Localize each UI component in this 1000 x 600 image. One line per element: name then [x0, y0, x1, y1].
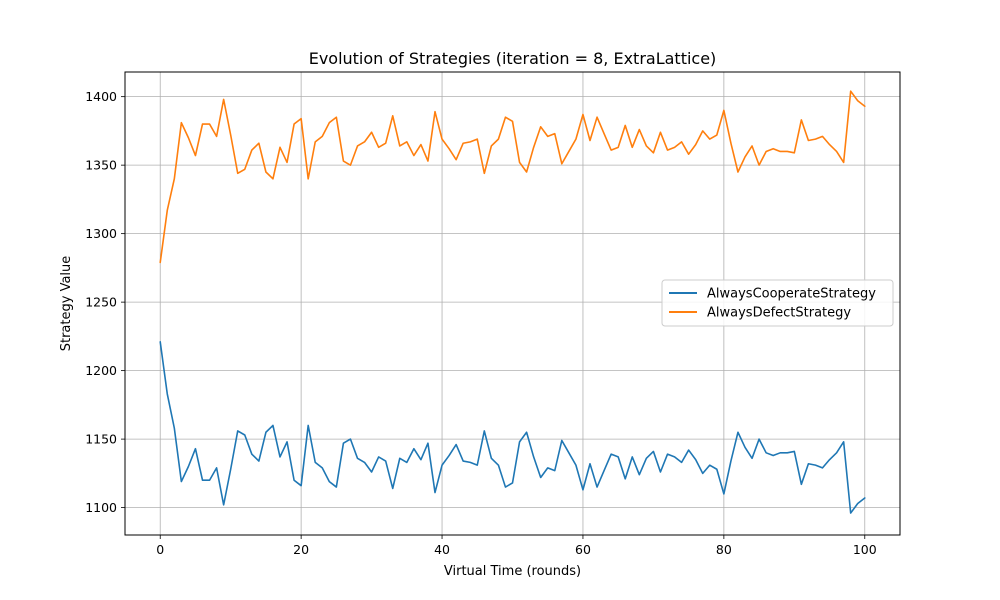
x-tick-label: 20 — [293, 542, 309, 557]
x-axis: 0 20 40 60 80 100 — [156, 535, 877, 557]
legend-entry-defect: AlwaysDefectStrategy — [707, 306, 851, 321]
x-tick-label: 80 — [716, 542, 732, 557]
y-tick-label: 1250 — [85, 295, 117, 310]
y-tick-label: 1200 — [85, 363, 117, 378]
y-tick-label: 1150 — [85, 432, 117, 447]
legend-box — [661, 279, 894, 327]
series-layer — [159, 90, 866, 514]
x-tick-label: 100 — [853, 542, 877, 557]
plot-frame — [124, 71, 901, 536]
y-tick-label: 1350 — [85, 158, 117, 173]
series-line-alwayscooperatestrategy — [159, 341, 866, 514]
x-tick-label: 0 — [156, 542, 164, 557]
x-tick-label: 40 — [434, 542, 450, 557]
chart-title: Evolution of Strategies (iteration = 8, … — [309, 49, 717, 68]
x-axis-label: Virtual Time (rounds) — [444, 564, 581, 579]
series-line-alwaysdefectstrategy — [159, 90, 866, 264]
y-axis-label: Strategy Value — [59, 256, 74, 352]
y-tick-label: 1400 — [85, 89, 117, 104]
y-tick-label: 1100 — [85, 500, 117, 515]
y-tick-label: 1300 — [85, 226, 117, 241]
x-tick-label: 60 — [575, 542, 591, 557]
y-axis: 1100 1150 1200 1250 1300 1350 1400 — [85, 89, 125, 515]
legend: AlwaysCooperateStrategy AlwaysDefectStra… — [661, 279, 894, 327]
legend-entry-cooperate: AlwaysCooperateStrategy — [707, 287, 876, 302]
